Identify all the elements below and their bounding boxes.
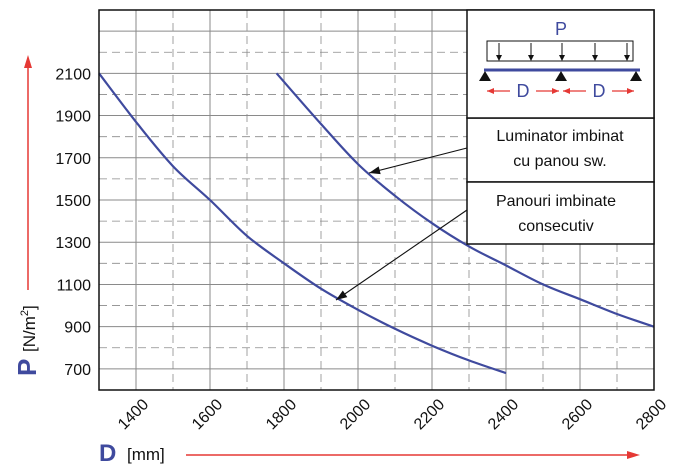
y-tick-label: 900 (64, 320, 91, 337)
y-axis-unit-suffix: ] (20, 305, 39, 310)
y-tick-label: 1700 (55, 151, 91, 168)
x-axis-arrow-head-icon (627, 451, 640, 459)
span-right-arrow-end (627, 88, 634, 94)
annotation-box-1: Luminator imbinat cu panou sw. (466, 117, 655, 183)
y-tick-label: 700 (64, 362, 91, 379)
span-left-label: D (517, 81, 530, 101)
y-axis-unit-prefix: [N/m (20, 316, 39, 352)
annotation-box-1-frame (466, 117, 655, 183)
y-axis-title: P [N/m2] (12, 55, 42, 376)
inset-frame (466, 9, 655, 119)
series-layer (98, 72, 655, 375)
distributed-load-box (486, 40, 634, 62)
span-right-arrow-start (563, 88, 570, 94)
x-tick-label: 2000 (337, 396, 374, 433)
annotation-2-line-1: Panouri imbinate (496, 193, 616, 210)
span-left-arrow-start (487, 88, 494, 94)
x-tick-label: 2200 (411, 396, 448, 433)
annotation-2-line-2: consecutiv (518, 218, 594, 235)
x-tick-label: 2600 (559, 396, 596, 433)
inset-load-label: P (555, 19, 567, 39)
x-tick-labels: 1400 1600 1800 2000 2200 2400 2600 2800 (115, 396, 670, 433)
support-middle-icon (555, 71, 567, 81)
y-tick-label: 1300 (55, 235, 91, 252)
x-axis-symbol: D (99, 440, 116, 467)
span-right-label: D (593, 81, 606, 101)
load-arrow-head-icon (624, 55, 630, 61)
y-axis-arrow-head-icon (24, 55, 32, 68)
y-axis-symbol: P (12, 359, 42, 376)
span-dimension-left: D (487, 81, 559, 101)
load-arrow-head-icon (496, 55, 502, 61)
y-tick-label: 1100 (57, 277, 92, 294)
beam-diagram-inset: P D D (466, 9, 655, 119)
y-tick-label: 1900 (55, 109, 91, 126)
x-tick-label: 1400 (115, 396, 152, 433)
annotation-1-line-2: cu panou sw. (513, 153, 606, 170)
load-arrows (496, 43, 630, 61)
load-arrow-head-icon (592, 55, 598, 61)
series-line-1 (98, 72, 507, 375)
span-dimension-right: D (563, 81, 634, 101)
y-tick-labels: 700 900 1100 1300 1500 1700 1900 2100 (55, 66, 91, 379)
y-axis-unit-exponent: 2 (19, 310, 31, 316)
series-line-2 (275, 72, 655, 328)
y-tick-label: 1500 (55, 193, 91, 210)
annotation-1-leader-head-icon (369, 166, 381, 175)
annotation-1-leader (368, 147, 468, 174)
annotation-box-2-frame (466, 181, 655, 245)
span-left-arrow-end (552, 88, 559, 94)
x-tick-label: 2400 (485, 396, 522, 433)
x-tick-label: 2800 (633, 396, 670, 433)
load-arrow-head-icon (559, 55, 565, 61)
load-arrow-head-icon (528, 55, 534, 61)
annotation-leaders (335, 147, 468, 301)
x-axis-unit: [mm] (127, 445, 165, 464)
y-tick-label: 2100 (55, 66, 91, 83)
annotation-1-line-1: Luminator imbinat (496, 128, 624, 145)
x-axis-title: D [mm] (99, 440, 640, 467)
x-tick-label: 1800 (263, 396, 300, 433)
x-tick-label: 1600 (189, 396, 226, 433)
annotation-box-2: Panouri imbinate consecutiv (466, 181, 655, 245)
y-axis-unit: [N/m2] (19, 305, 39, 352)
annotation-2-leader-head-icon (336, 290, 348, 300)
support-right-icon (630, 71, 642, 81)
support-left-icon (479, 71, 491, 81)
annotation-2-leader (335, 209, 468, 301)
